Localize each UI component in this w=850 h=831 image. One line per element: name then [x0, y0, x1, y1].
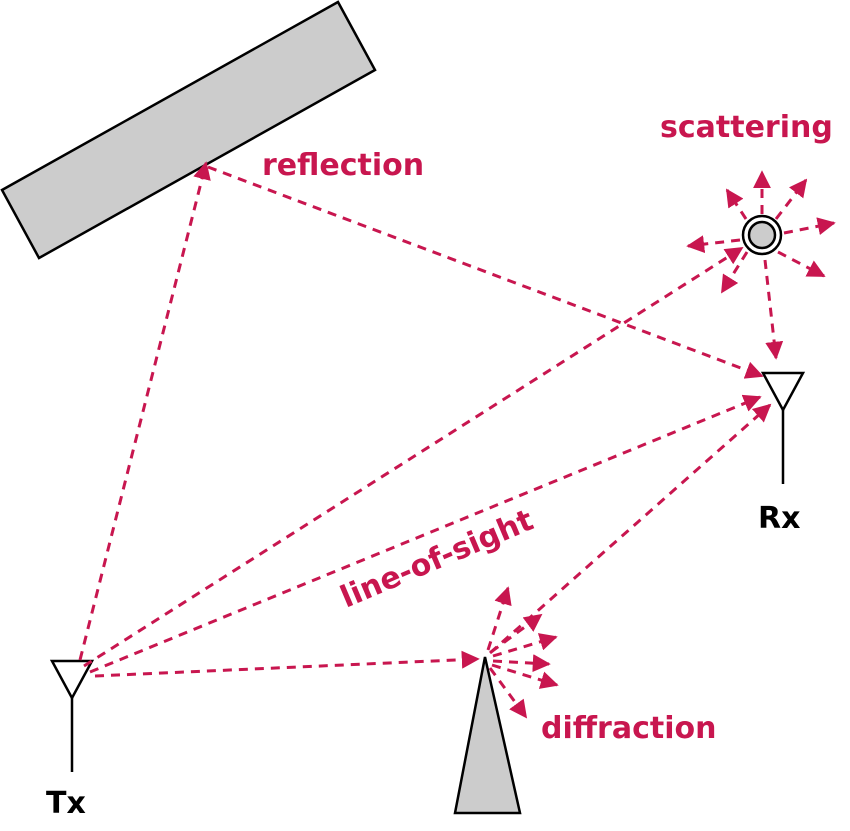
scatter-ray-right: [783, 217, 836, 236]
ray-tx-to-scatterer: [83, 246, 744, 668]
label-line-of-sight: line-of-sight: [335, 503, 538, 616]
diffract-ray-down: [488, 667, 528, 719]
ray-tx-to-wedge: [94, 650, 480, 678]
label-scattering: scattering: [660, 110, 833, 145]
ray-scatterer-to-rx: [763, 259, 784, 360]
reflecting-wall: [0, 0, 377, 260]
scatter-ray-downleft: [720, 251, 749, 294]
scatter-ray-upright: [774, 178, 808, 220]
diffract-ray-downright: [491, 663, 559, 689]
scatterer: [741, 214, 783, 256]
ray-tx-to-wall: [78, 161, 211, 661]
rx-antenna: [760, 371, 806, 484]
label-rx: Rx: [758, 501, 800, 536]
scatter-ray-left: [686, 235, 741, 254]
diffraction-wedge: [453, 656, 522, 815]
diffract-ray-up: [486, 586, 512, 651]
scatter-ray-downright: [777, 250, 826, 278]
ray-wall-to-rx: [207, 165, 764, 379]
diffract-ray-right: [492, 633, 558, 658]
ray-line-of-sight: [89, 394, 762, 674]
label-reflection: reflection: [262, 148, 424, 183]
diffract-ray-right2: [492, 654, 551, 673]
ray-group: [78, 161, 836, 719]
diffract-ray-upright: [490, 613, 543, 654]
ray-wedge-to-rx: [489, 403, 772, 655]
tx-antenna: [49, 659, 95, 772]
label-diffraction: diffraction: [541, 711, 716, 746]
label-tx: Tx: [46, 786, 86, 821]
scatter-ray-upleft: [725, 188, 748, 220]
